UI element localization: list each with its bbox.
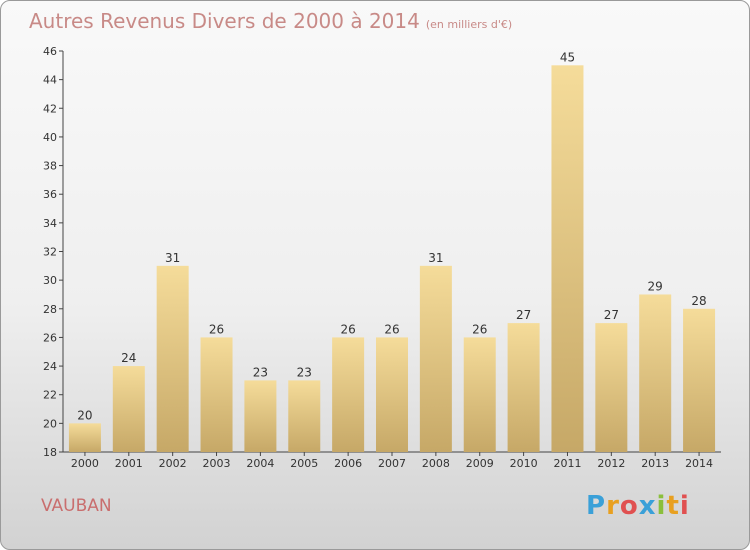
bar [595, 323, 628, 452]
bar [507, 323, 540, 452]
y-tick-label: 24 [43, 360, 57, 373]
logo-letter: r [606, 491, 620, 521]
y-tick-label: 28 [43, 303, 57, 316]
logo-letter: i [656, 491, 667, 521]
data-label: 27 [604, 308, 619, 322]
bar [244, 380, 277, 452]
x-tick-label: 2005 [290, 457, 318, 470]
y-tick-label: 18 [43, 446, 57, 459]
bar [419, 265, 452, 452]
x-tick-label: 2013 [641, 457, 669, 470]
data-label: 29 [648, 279, 663, 293]
data-label: 26 [472, 322, 487, 336]
bar [551, 65, 584, 453]
y-tick-label: 32 [43, 246, 57, 259]
bar [68, 423, 101, 452]
bar [112, 366, 145, 452]
x-tick-label: 2007 [378, 457, 406, 470]
y-tick-label: 46 [43, 45, 57, 58]
bar [463, 337, 496, 452]
y-tick-label: 22 [43, 389, 57, 402]
data-label: 23 [297, 365, 312, 379]
x-tick-label: 2001 [115, 457, 143, 470]
y-tick-label: 30 [43, 274, 57, 287]
data-label: 28 [691, 294, 706, 308]
x-tick-label: 2003 [203, 457, 231, 470]
x-tick-label: 2014 [685, 457, 713, 470]
x-tick-label: 2000 [71, 457, 99, 470]
data-label: 31 [428, 251, 443, 265]
logo-letter: P [586, 491, 607, 521]
y-tick-label: 38 [43, 160, 57, 173]
data-label: 27 [516, 308, 531, 322]
data-label: 20 [77, 408, 92, 422]
y-tick-label: 20 [43, 417, 57, 430]
y-tick-label: 44 [43, 74, 57, 87]
y-tick-label: 26 [43, 331, 57, 344]
data-label: 26 [340, 322, 355, 336]
x-tick-label: 2010 [510, 457, 538, 470]
bar [639, 294, 672, 452]
bar [683, 308, 716, 452]
bar [156, 265, 189, 452]
data-label: 45 [560, 50, 575, 64]
unit-note: (en milliers d'€) [425, 18, 513, 31]
logo-letter: x [638, 491, 657, 521]
x-tick-label: 2009 [466, 457, 494, 470]
x-tick-label: 2006 [334, 457, 362, 470]
bar [332, 337, 365, 452]
data-label: 26 [384, 322, 399, 336]
logo-letter: t [666, 491, 680, 521]
y-tick-label: 36 [43, 188, 57, 201]
y-tick-label: 42 [43, 102, 57, 115]
chart-title: Autres Revenus Divers de 2000 à 2014 (en … [29, 9, 512, 33]
y-tick-label: 34 [43, 217, 57, 230]
data-label: 31 [165, 251, 180, 265]
bar [376, 337, 408, 452]
proxiti-logo: Proxiti [586, 491, 690, 521]
x-tick-label: 2004 [246, 457, 274, 470]
bar [288, 380, 321, 452]
bar [200, 337, 233, 452]
x-tick-label: 2011 [553, 457, 581, 470]
data-label: 24 [121, 351, 136, 365]
location-label: VAUBAN [41, 496, 112, 516]
logo-letter: i [679, 491, 690, 521]
data-label: 26 [209, 322, 224, 336]
x-tick-label: 2008 [422, 457, 450, 470]
x-tick-label: 2002 [159, 457, 187, 470]
chart-title-text: Autres Revenus Divers de 2000 à 2014 [29, 9, 420, 33]
data-label: 23 [253, 365, 268, 379]
logo-letter: o [619, 491, 639, 521]
y-tick-label: 40 [43, 131, 57, 144]
x-tick-label: 2012 [597, 457, 625, 470]
